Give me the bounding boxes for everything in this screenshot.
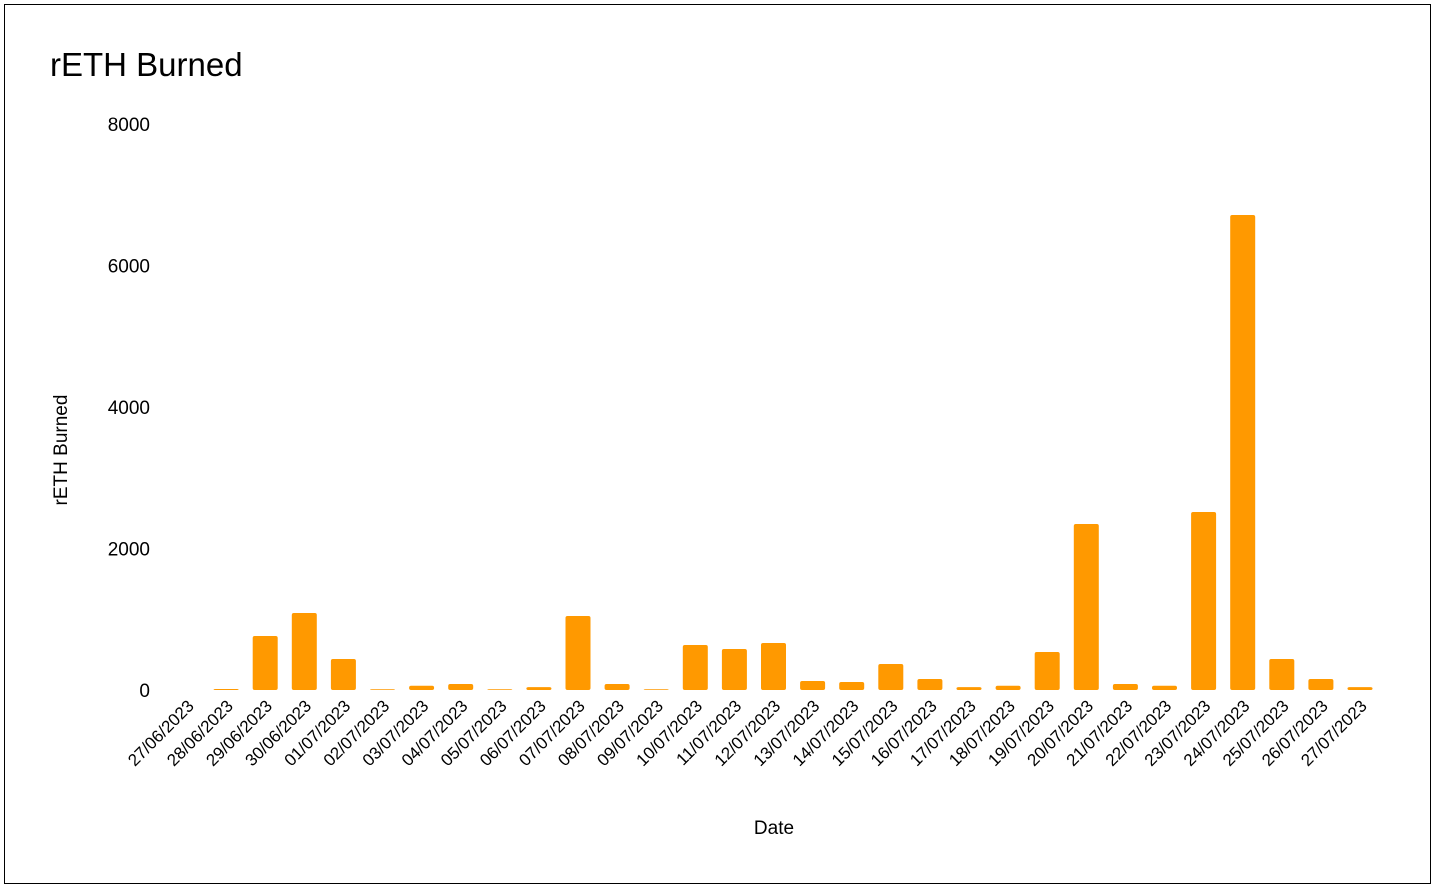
bar bbox=[487, 689, 513, 690]
bar bbox=[1034, 652, 1060, 690]
bar bbox=[761, 643, 786, 690]
bar bbox=[800, 681, 826, 690]
y-tick-label: 8000 bbox=[108, 115, 150, 136]
bar bbox=[370, 689, 395, 690]
bar bbox=[409, 685, 435, 690]
bar bbox=[995, 685, 1021, 690]
chart-title: rETH Burned bbox=[50, 46, 243, 83]
bar bbox=[839, 682, 865, 690]
y-tick-label: 6000 bbox=[108, 257, 150, 278]
y-tick-label: 2000 bbox=[108, 540, 150, 561]
bar bbox=[721, 648, 747, 690]
bar bbox=[1112, 683, 1138, 690]
y-axis-label: rETH Burned bbox=[51, 395, 72, 506]
y-tick-label: 0 bbox=[139, 681, 150, 702]
bar bbox=[1073, 524, 1099, 690]
bar bbox=[330, 659, 356, 690]
bar bbox=[1269, 659, 1295, 690]
bar bbox=[526, 687, 552, 690]
bar bbox=[604, 683, 630, 690]
bar bbox=[252, 636, 278, 690]
bar bbox=[1191, 511, 1217, 690]
bar bbox=[917, 679, 943, 690]
bar bbox=[1230, 214, 1256, 690]
chart-border bbox=[4, 4, 1431, 884]
x-axis-label: Date bbox=[754, 818, 794, 839]
bar bbox=[1308, 679, 1334, 690]
bar bbox=[682, 645, 708, 690]
bar bbox=[878, 664, 904, 690]
bar bbox=[956, 687, 982, 690]
y-tick-label: 4000 bbox=[108, 398, 150, 419]
bar bbox=[565, 615, 591, 690]
bar bbox=[643, 689, 669, 690]
bar bbox=[291, 613, 317, 690]
bar bbox=[1152, 685, 1177, 690]
bar bbox=[1347, 687, 1373, 690]
bar bbox=[213, 688, 239, 690]
bar bbox=[448, 683, 474, 690]
